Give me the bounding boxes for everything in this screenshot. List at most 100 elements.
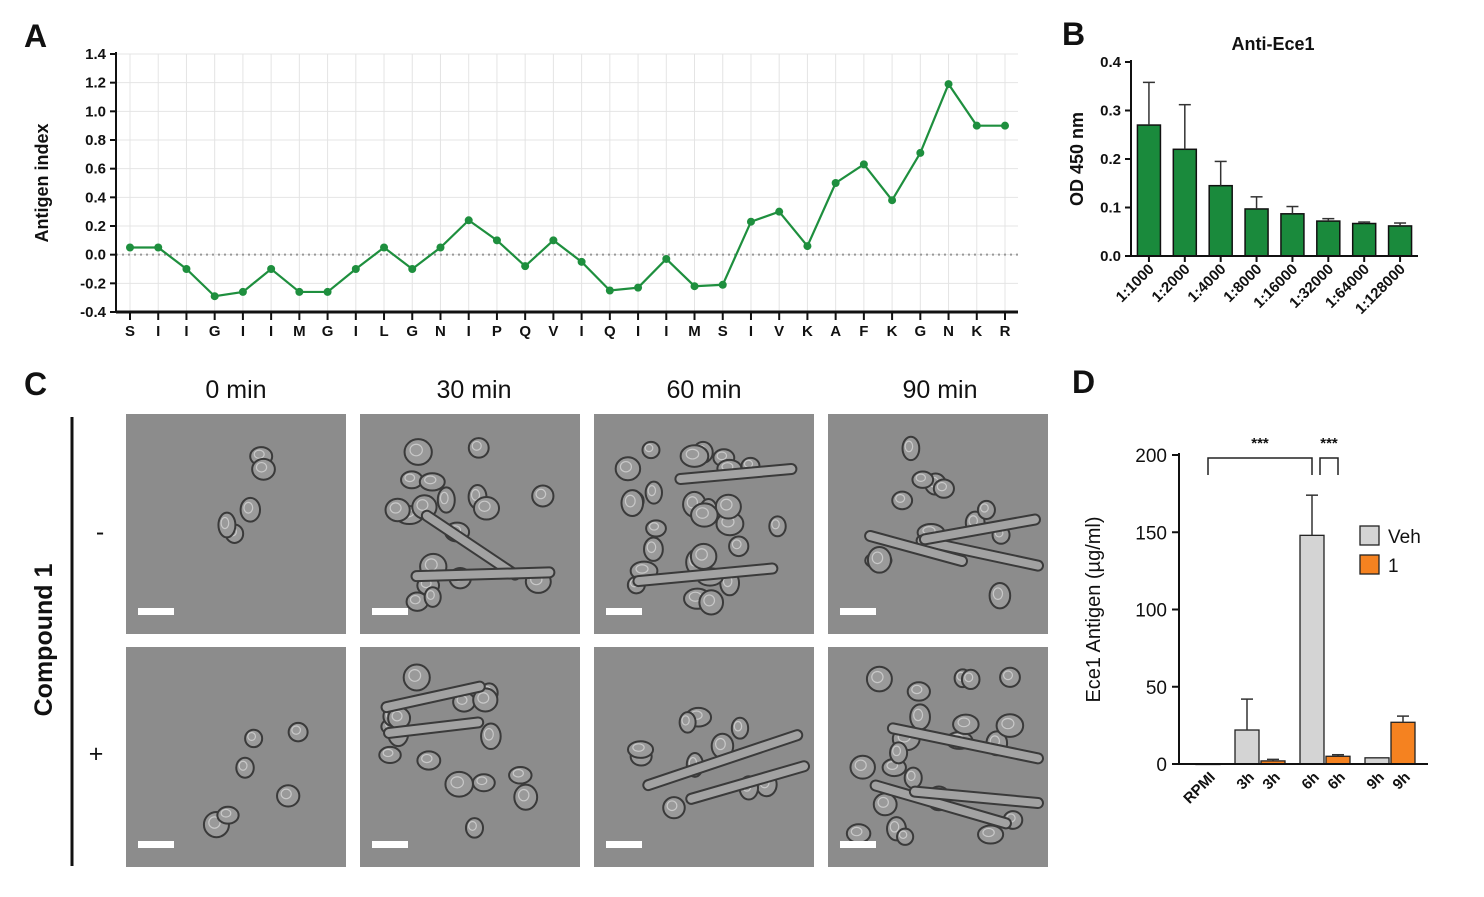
data-point-3 bbox=[210, 292, 219, 301]
cell-hl-7-8 bbox=[871, 670, 884, 684]
y-tick-label-0: 0.0 bbox=[1100, 248, 1121, 265]
cell-hl-5-7 bbox=[450, 776, 464, 789]
scale-bar-3 bbox=[840, 608, 876, 615]
y-tick-label-1: -0.2 bbox=[80, 275, 106, 292]
y-tick-label-1: 50 bbox=[1146, 678, 1167, 699]
cell-6-0 bbox=[662, 796, 686, 820]
cell-hl-7-2 bbox=[877, 796, 889, 808]
scale-bar-0 bbox=[138, 608, 174, 615]
cell-hl-4-0 bbox=[238, 760, 248, 771]
x-tick-label-3: 6h bbox=[1298, 769, 1322, 793]
cell-2-13 bbox=[644, 480, 663, 505]
cell-7-8 bbox=[865, 665, 893, 693]
cell-hl-4-1 bbox=[280, 788, 292, 800]
time-header-2: 60 min bbox=[666, 376, 741, 404]
cell-1-0 bbox=[403, 438, 433, 466]
x-tick-label-2: 3h bbox=[1259, 769, 1283, 793]
cell-hl-5-3 bbox=[421, 753, 433, 764]
cell-0-2 bbox=[239, 496, 262, 523]
cell-hl-7-18 bbox=[957, 717, 971, 728]
cell-2-21 bbox=[714, 493, 742, 520]
y-tick-label-2: 100 bbox=[1135, 601, 1167, 622]
cell-hl-6-3 bbox=[714, 737, 726, 751]
cell-hl-2-14 bbox=[686, 496, 698, 509]
data-point-23 bbox=[775, 207, 784, 216]
cell-hl-1-12 bbox=[424, 475, 437, 485]
data-point-14 bbox=[521, 262, 530, 271]
cell-7-14 bbox=[995, 713, 1025, 738]
cell-hl-2-27 bbox=[646, 541, 657, 554]
hypha-in-5-1 bbox=[385, 718, 483, 737]
bar-2 bbox=[1208, 184, 1233, 257]
data-point-6 bbox=[295, 287, 304, 296]
cell-hl-7-12 bbox=[892, 745, 902, 757]
x-tick-label-2: I bbox=[184, 323, 188, 340]
sig-bracket-1 bbox=[1319, 457, 1339, 475]
y-tick-label-5: 0.6 bbox=[85, 161, 106, 178]
x-tick-label-0: RPMI bbox=[1180, 769, 1219, 808]
y-tick-label-9: 1.4 bbox=[85, 46, 107, 63]
x-tick-label-11: N bbox=[435, 323, 446, 340]
cell-hl-5-14 bbox=[391, 710, 403, 722]
x-tick-label-13: P bbox=[492, 323, 502, 340]
cell-hl-7-20 bbox=[1002, 670, 1014, 681]
y-tick-label-4: 0.4 bbox=[1100, 54, 1122, 71]
cell-5-8 bbox=[402, 663, 431, 692]
cell-hl-7-11 bbox=[886, 761, 899, 770]
y-tick-label-8: 1.2 bbox=[85, 75, 106, 92]
cell-4-4 bbox=[216, 805, 240, 825]
x-tick-label-28: G bbox=[914, 323, 926, 340]
cell-hl-4-3 bbox=[208, 816, 221, 829]
data-point-4 bbox=[238, 287, 247, 296]
panel-label-b: B bbox=[1062, 16, 1085, 52]
cell-hl-5-4 bbox=[476, 776, 488, 786]
cell-4-1 bbox=[276, 784, 301, 808]
data-point-13 bbox=[492, 236, 501, 245]
y-tick-label-2: 0.2 bbox=[1100, 151, 1121, 168]
y-tick-label-3: 150 bbox=[1135, 523, 1167, 544]
cell-hl-2-22 bbox=[695, 507, 709, 519]
sig-label-0: *** bbox=[1251, 435, 1269, 452]
cell-5-5 bbox=[378, 745, 402, 764]
x-tick-label-10: G bbox=[406, 323, 418, 340]
cell-2-25 bbox=[645, 519, 667, 538]
bar-1 bbox=[1172, 148, 1198, 257]
chart-a-antigen-index: -0.4-0.20.00.20.40.60.81.01.21.4S I I G I I M G… bbox=[32, 46, 1018, 340]
cell-6-7 bbox=[678, 711, 697, 734]
cell-hl-1-7 bbox=[478, 500, 491, 512]
cell-1-17 bbox=[423, 586, 442, 608]
cell-2-19 bbox=[698, 589, 725, 616]
cell-2-11 bbox=[728, 535, 750, 558]
cell-hl-2-13 bbox=[647, 485, 657, 497]
cell-hl-2-18 bbox=[695, 548, 708, 561]
hypha-in-7-0 bbox=[871, 781, 1010, 828]
y-tick-label-1: 0.1 bbox=[1100, 200, 1121, 217]
x-tick-label-29: N bbox=[943, 323, 954, 340]
chart-d-ece1-antigen: 0 50 100 150 200 Ece1 Antigen (µg/ml) RPMI 3h 3h… bbox=[1083, 435, 1428, 807]
y-tick-label-3: 0.2 bbox=[85, 218, 106, 235]
cell-3-6 bbox=[932, 478, 955, 499]
hypha-in-7-2 bbox=[910, 787, 1042, 808]
cell-hl-2-25 bbox=[648, 522, 660, 531]
cell-7-12 bbox=[889, 741, 909, 765]
x-tick-label-12: I bbox=[467, 323, 471, 340]
data-point-31 bbox=[1001, 121, 1009, 130]
x-tick-label-9: L bbox=[379, 323, 388, 340]
cell-7-18 bbox=[952, 713, 980, 736]
sig-bracket-0 bbox=[1207, 457, 1313, 475]
cell-7-20 bbox=[999, 666, 1021, 688]
bar-1-4 bbox=[1325, 755, 1351, 765]
data-point-5 bbox=[267, 265, 276, 273]
y-tick-label-0: -0.4 bbox=[80, 304, 107, 321]
cell-1-10 bbox=[531, 484, 555, 508]
hypha-in-7-1 bbox=[888, 724, 1042, 763]
x-tick-label-30: K bbox=[971, 323, 982, 340]
bar-Veh-3 bbox=[1299, 534, 1325, 765]
data-point-17 bbox=[605, 286, 614, 295]
legend-label-0: Veh bbox=[1388, 527, 1421, 548]
data-point-22 bbox=[746, 217, 755, 226]
series-line bbox=[130, 81, 1005, 298]
bar-0 bbox=[1136, 124, 1162, 257]
cell-4-0 bbox=[235, 756, 255, 779]
